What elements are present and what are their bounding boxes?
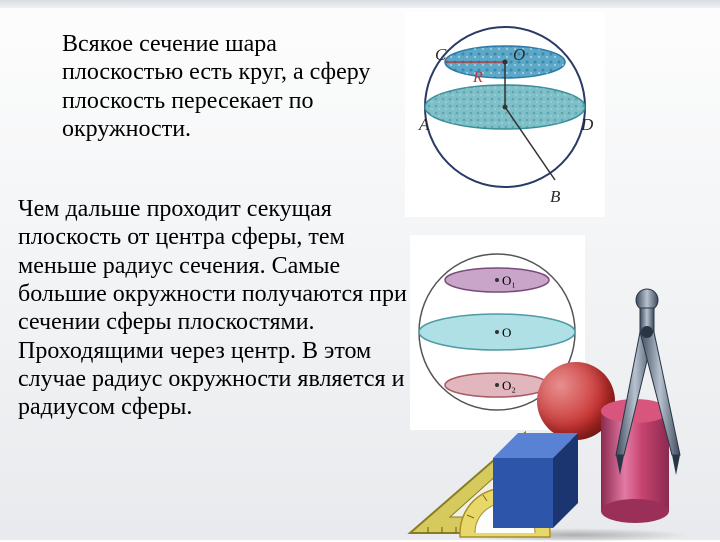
label-C: C [435,45,447,64]
blue-cube-icon [478,418,598,538]
center-o-dot [503,60,508,65]
paragraph-2: Чем дальше проходит секущая плоскость от… [18,195,408,422]
figure-sphere-sections-main: C O R A D B [405,12,605,217]
compass-icon [590,280,705,480]
label-D: D [580,115,594,134]
label-A: A [418,115,430,134]
label-O: O [513,45,525,64]
paragraph-1: Всякое сечение шара плоскостью есть круг… [62,30,392,143]
center-o1-dot [495,278,499,282]
center-sphere-dot [503,105,508,110]
decorative-geometry-corner [460,310,720,540]
label-R: R [472,69,483,86]
label-B: B [550,187,561,206]
label-O1: O₁ [502,273,516,288]
top-decoration-band [0,0,720,8]
